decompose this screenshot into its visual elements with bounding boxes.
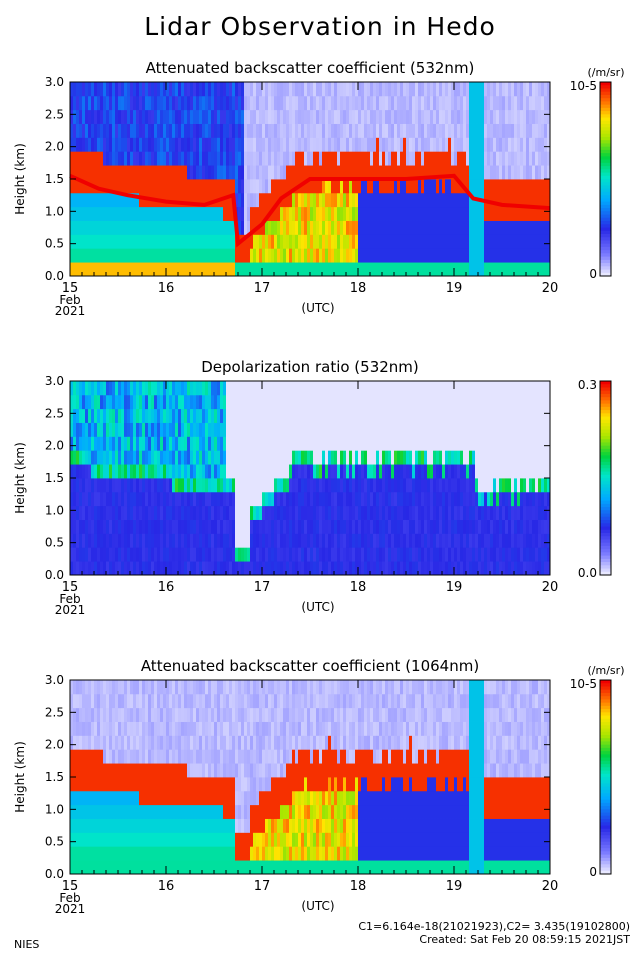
- panel-title: Depolarization ratio (532nm): [201, 358, 419, 376]
- panel-title: Attenuated backscatter coefficient (532n…: [146, 59, 475, 77]
- colorbar-min-label: 0.0: [578, 566, 597, 580]
- x-axis-label: (UTC): [301, 301, 334, 315]
- x-axis-label: (UTC): [301, 600, 334, 614]
- y-tick-label: 2.5: [45, 705, 64, 719]
- page-title: Lidar Observation in Hedo: [144, 12, 496, 41]
- colorbar-max-label: 10-5: [570, 79, 597, 93]
- footer-info: C1=6.164e-18(21021923),C2= 3.435(1910280…: [358, 920, 630, 946]
- colorbar-max-label: 10-5: [570, 677, 597, 691]
- colorbar-frame: [599, 81, 612, 277]
- x-tick-label: 19: [446, 281, 463, 296]
- colorbar-frame: [599, 679, 612, 875]
- colorbar: [600, 381, 611, 576]
- x-tick-label: 15: [62, 580, 79, 595]
- x-tick-label: 19: [446, 879, 463, 894]
- chart-panel-3: Attenuated backscatter coefficient (1064…: [13, 657, 625, 916]
- y-axis-label: Height (km): [13, 741, 27, 812]
- created-timestamp: Created: Sat Feb 20 08:59:15 2021JST: [419, 933, 630, 946]
- panel-title: Attenuated backscatter coefficient (1064…: [141, 657, 479, 675]
- x-tick-label: 15: [62, 879, 79, 894]
- y-tick-label: 0.5: [45, 835, 64, 849]
- y-tick-label: 2.0: [45, 439, 64, 453]
- y-axis-label: Height (km): [13, 143, 27, 214]
- x-date-label: 2021: [55, 902, 86, 916]
- x-tick-label: 15: [62, 281, 79, 296]
- colorbar-min-label: 0: [589, 267, 597, 281]
- x-tick-label: 17: [254, 281, 271, 296]
- x-axis-label: (UTC): [301, 899, 334, 913]
- x-tick-label: 17: [254, 580, 271, 595]
- x-tick-label: 17: [254, 879, 271, 894]
- colorbar-max-label: 0.3: [578, 378, 597, 392]
- colorbar-unit: (/m/sr): [588, 66, 625, 79]
- heatmap-field: [70, 82, 551, 277]
- y-tick-label: 0.0: [45, 269, 64, 283]
- y-tick-label: 1.0: [45, 802, 64, 816]
- colorbar-min-label: 0: [589, 865, 597, 879]
- x-tick-label: 18: [350, 580, 367, 595]
- y-tick-label: 2.0: [45, 140, 64, 154]
- x-date-label: Feb: [59, 592, 80, 606]
- y-tick-label: 1.5: [45, 471, 64, 485]
- x-date-label: Feb: [59, 293, 80, 307]
- colorbar: [600, 680, 611, 875]
- y-tick-label: 3.0: [45, 374, 64, 388]
- x-tick-label: 18: [350, 879, 367, 894]
- colorbar: [600, 82, 611, 277]
- heatmap-field: [70, 680, 551, 875]
- y-tick-label: 2.5: [45, 406, 64, 420]
- y-axis-label: Height (km): [13, 442, 27, 513]
- x-tick-label: 20: [542, 879, 559, 894]
- x-tick-label: 20: [542, 580, 559, 595]
- y-tick-label: 0.5: [45, 237, 64, 251]
- y-tick-label: 0.0: [45, 867, 64, 881]
- y-tick-label: 1.5: [45, 172, 64, 186]
- y-tick-label: 3.0: [45, 75, 64, 89]
- x-date-label: 2021: [55, 603, 86, 617]
- y-tick-label: 2.5: [45, 107, 64, 121]
- x-tick-label: 16: [158, 580, 175, 595]
- x-tick-label: 16: [158, 281, 175, 296]
- org-label: NIES: [14, 938, 40, 951]
- y-tick-label: 3.0: [45, 673, 64, 687]
- calibration-text: C1=6.164e-18(21021923),C2= 3.435(1910280…: [358, 920, 630, 933]
- cloud-base-line: [69, 173, 551, 248]
- x-tick-label: 16: [158, 879, 175, 894]
- y-tick-label: 1.0: [45, 503, 64, 517]
- x-tick-label: 20: [542, 281, 559, 296]
- colorbar-frame: [599, 380, 612, 576]
- x-date-label: Feb: [59, 891, 80, 905]
- x-tick-label: 19: [446, 580, 463, 595]
- heatmap-field: [70, 381, 551, 576]
- y-tick-label: 0.5: [45, 536, 64, 550]
- x-date-label: 2021: [55, 304, 86, 318]
- y-tick-label: 1.0: [45, 204, 64, 218]
- chart-panel-2: Depolarization ratio (532nm) 0.0 0.5 1.0 1.5…: [13, 358, 612, 617]
- y-tick-label: 2.0: [45, 738, 64, 752]
- x-tick-label: 18: [350, 281, 367, 296]
- colorbar-unit: (/m/sr): [588, 664, 625, 677]
- y-tick-label: 1.5: [45, 770, 64, 784]
- y-tick-label: 0.0: [45, 568, 64, 582]
- chart-panel-1: Attenuated backscatter coefficient (532n…: [13, 59, 625, 318]
